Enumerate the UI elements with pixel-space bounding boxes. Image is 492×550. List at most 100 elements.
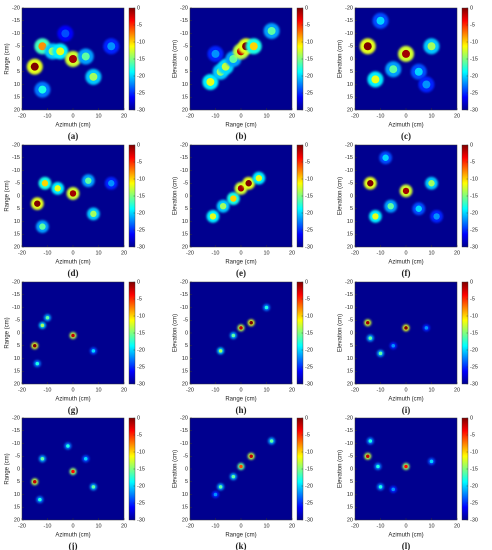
colorbar-label: -25 — [470, 364, 478, 370]
y-tick-label: 15 — [14, 369, 20, 375]
blob-core — [267, 26, 276, 35]
y-tick-label: -10 — [345, 168, 353, 174]
colorbar-label: -25 — [137, 90, 145, 96]
x-tick-label: 0 — [71, 250, 74, 256]
y-tick-label: -20 — [180, 5, 188, 11]
y-tick-label: -20 — [180, 142, 188, 148]
y-tick-label: 20 — [14, 244, 20, 250]
y-tick-label: 5 — [17, 479, 20, 485]
colorbar-label: -5 — [305, 159, 310, 165]
x-tick-label: -20 — [186, 523, 194, 529]
blob-core — [239, 326, 243, 330]
colorbar-label: -30 — [470, 517, 478, 523]
blob-core — [71, 333, 75, 338]
blob-core — [269, 439, 274, 443]
blob-core — [249, 454, 253, 459]
plot-background — [190, 282, 292, 384]
colorbar-label: -15 — [137, 330, 145, 336]
x-axis-label: Range (cm) — [225, 533, 256, 539]
blob-core — [91, 349, 96, 353]
colorbar-label: -20 — [470, 483, 478, 489]
colorbar-label: -25 — [305, 227, 313, 233]
colorbar-label: 0 — [137, 5, 140, 11]
colorbar-label: -5 — [137, 296, 142, 302]
colorbar-label: -20 — [305, 347, 313, 353]
blob-core — [372, 213, 379, 220]
colorbar-label: -5 — [137, 22, 142, 28]
x-tick-label: 0 — [239, 113, 242, 119]
y-tick-label: 0 — [350, 466, 353, 472]
colorbar-label: -20 — [137, 73, 145, 79]
y-tick-label: 5 — [350, 206, 353, 212]
blob-core — [35, 361, 40, 366]
y-axis-label: Elevation (cm) — [338, 40, 344, 78]
blob-core — [404, 464, 408, 469]
x-tick-label: -20 — [351, 523, 359, 529]
y-tick-label: 10 — [14, 82, 20, 88]
caption: (j) — [69, 541, 78, 550]
blob-core — [255, 174, 263, 182]
x-tick-label: 10 — [95, 387, 101, 393]
colorbar-label: -30 — [305, 381, 313, 387]
y-tick-label: -5 — [348, 454, 353, 460]
x-tick-label: 10 — [428, 250, 434, 256]
y-tick-label: -20 — [12, 142, 20, 148]
colorbar-label: -15 — [305, 330, 313, 336]
caption: (k) — [236, 541, 247, 550]
blob-core — [38, 85, 47, 94]
y-tick-label: 20 — [14, 517, 20, 523]
x-tick-label: -20 — [18, 113, 26, 119]
y-tick-label: -5 — [15, 44, 20, 50]
x-axis-label: Azimuth (cm) — [55, 260, 90, 266]
blob-core — [245, 180, 252, 187]
colorbar-label: 0 — [470, 279, 473, 285]
colorbar-label: 0 — [305, 279, 308, 285]
blob-core — [391, 487, 396, 492]
y-tick-label: -10 — [180, 31, 188, 37]
y-tick-label: -5 — [183, 454, 188, 460]
blob-core — [32, 343, 37, 348]
colorbar-label: -30 — [305, 107, 313, 113]
y-tick-label: -20 — [180, 279, 188, 285]
blob-core — [54, 185, 61, 192]
y-tick-label: -5 — [15, 181, 20, 187]
y-tick-label: -10 — [180, 441, 188, 447]
y-tick-label: -10 — [180, 168, 188, 174]
x-axis-label: Azimuth (cm) — [55, 397, 90, 403]
blob-core — [108, 180, 115, 187]
y-axis-label: Range (cm) — [5, 317, 11, 348]
colorbar-label: 0 — [305, 5, 308, 11]
blob-core — [365, 454, 370, 459]
x-axis-label: Range (cm) — [225, 397, 256, 403]
colorbar-label: -5 — [137, 432, 142, 438]
blob-core — [371, 75, 380, 84]
blob-core — [382, 154, 389, 161]
x-tick-label: 10 — [95, 523, 101, 529]
plot-background — [190, 145, 292, 247]
colorbar-label: -20 — [470, 347, 478, 353]
colorbar-label: -30 — [137, 381, 145, 387]
y-tick-label: -10 — [345, 31, 353, 37]
x-tick-label: 20 — [454, 387, 460, 393]
colorbar-label: 0 — [470, 415, 473, 421]
y-tick-label: 15 — [182, 232, 188, 238]
blob-core — [368, 336, 373, 340]
caption: (l) — [402, 541, 411, 550]
y-tick-label: 20 — [14, 107, 20, 113]
blob-core — [376, 16, 385, 25]
colorbar-label: -15 — [470, 56, 478, 62]
blob-core — [239, 464, 243, 469]
blob-core — [402, 49, 410, 58]
colorbar-label: -25 — [470, 90, 478, 96]
y-axis-label: Elevation (cm) — [338, 177, 344, 215]
x-axis-label: Range (cm) — [225, 123, 256, 129]
blob-core — [69, 55, 77, 63]
y-tick-label: 20 — [14, 381, 20, 387]
x-tick-label: 0 — [71, 523, 74, 529]
colorbar-label: -20 — [305, 73, 313, 79]
x-tick-label: 20 — [289, 250, 295, 256]
blob-core — [91, 485, 96, 489]
y-tick-label: 0 — [350, 56, 353, 62]
x-tick-label: -10 — [44, 387, 52, 393]
colorbar-label: -25 — [137, 364, 145, 370]
